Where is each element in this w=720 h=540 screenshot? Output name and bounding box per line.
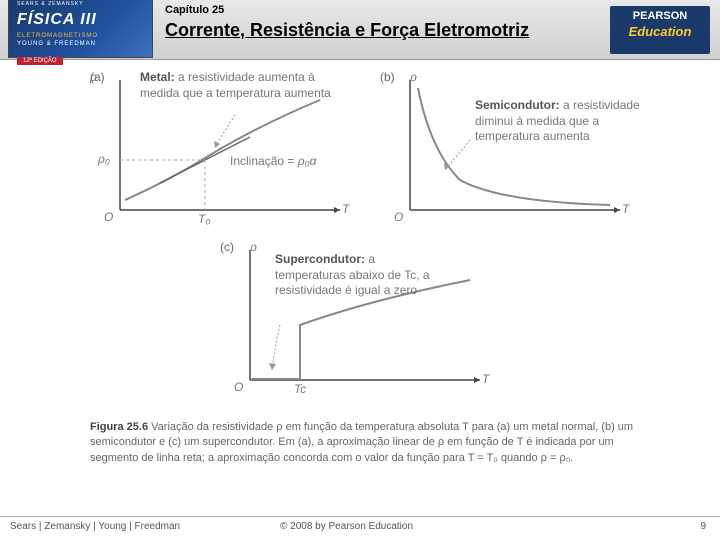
caption-text: Variação da resistividade ρ em função da… xyxy=(90,421,633,464)
panel-a-yaxis: ρ xyxy=(90,70,97,86)
chapter-label: Capítulo 25 xyxy=(165,4,224,16)
panel-b-yaxis: ρ xyxy=(410,70,417,86)
panel-a-description: Metal: a resistividade aumenta à medida … xyxy=(140,70,350,101)
book-authors-top: SEARS & ZEMANSKY xyxy=(9,0,152,7)
publisher-name: PEARSON xyxy=(610,6,710,22)
panel-a-rho0: ρ₀ xyxy=(98,152,110,168)
book-edition: 12ª EDIÇÃO xyxy=(17,57,63,65)
panel-a-metal: (a) ρ Metal: a resistividade aumenta à m… xyxy=(90,70,360,230)
panel-a-xaxis: T xyxy=(342,202,349,218)
panel-c-yaxis: ρ xyxy=(250,240,257,256)
panel-b-label: (b) xyxy=(380,70,395,84)
panel-b-description: Semicondutor: a resistividade diminui à … xyxy=(475,98,640,145)
panel-b-semiconductor: (b) ρ Semicondutor: a resistividade dimi… xyxy=(380,70,640,230)
figure-caption: Figura 25.6 Variação da resistividade ρ … xyxy=(90,420,650,466)
panel-b-chart xyxy=(380,70,640,230)
footer-copyright: © 2008 by Pearson Education xyxy=(280,521,413,532)
panel-a-slope-label: Inclinação = ρ₀α xyxy=(230,154,317,170)
slide-header: SEARS & ZEMANSKY FÍSICA III ELETROMAGNET… xyxy=(0,0,720,60)
panel-c-xaxis: T xyxy=(482,372,489,388)
panel-c-origin: O xyxy=(234,380,243,396)
footer-authors: Sears | Zemansky | Young | Freedman xyxy=(10,521,180,532)
slide-footer: Sears | Zemansky | Young | Freedman © 20… xyxy=(0,516,720,536)
panel-c-description: Supercondutor: a temperaturas abaixo de … xyxy=(275,252,440,299)
page-number: 9 xyxy=(700,521,706,532)
panel-c-superconductor: (c) ρ Supercondutor: a temperaturas abai… xyxy=(220,240,500,400)
panel-c-label: (c) xyxy=(220,240,234,254)
publisher-badge: PEARSON Education xyxy=(610,6,710,54)
caption-label: Figura 25.6 xyxy=(90,421,148,433)
panel-a-t0: T₀ xyxy=(198,212,210,228)
panel-b-xaxis: T xyxy=(622,202,629,218)
chapter-title: Corrente, Resistência e Força Eletromotr… xyxy=(165,20,529,41)
panel-b-origin: O xyxy=(394,210,403,226)
book-title: FÍSICA III xyxy=(9,7,152,33)
panel-c-tc: Tc xyxy=(294,382,306,398)
publisher-sub: Education xyxy=(610,22,710,39)
book-authors: YOUNG & FREEDMAN xyxy=(9,39,152,49)
panel-a-origin: O xyxy=(104,210,113,226)
book-cover-thumb: SEARS & ZEMANSKY FÍSICA III ELETROMAGNET… xyxy=(8,0,153,58)
